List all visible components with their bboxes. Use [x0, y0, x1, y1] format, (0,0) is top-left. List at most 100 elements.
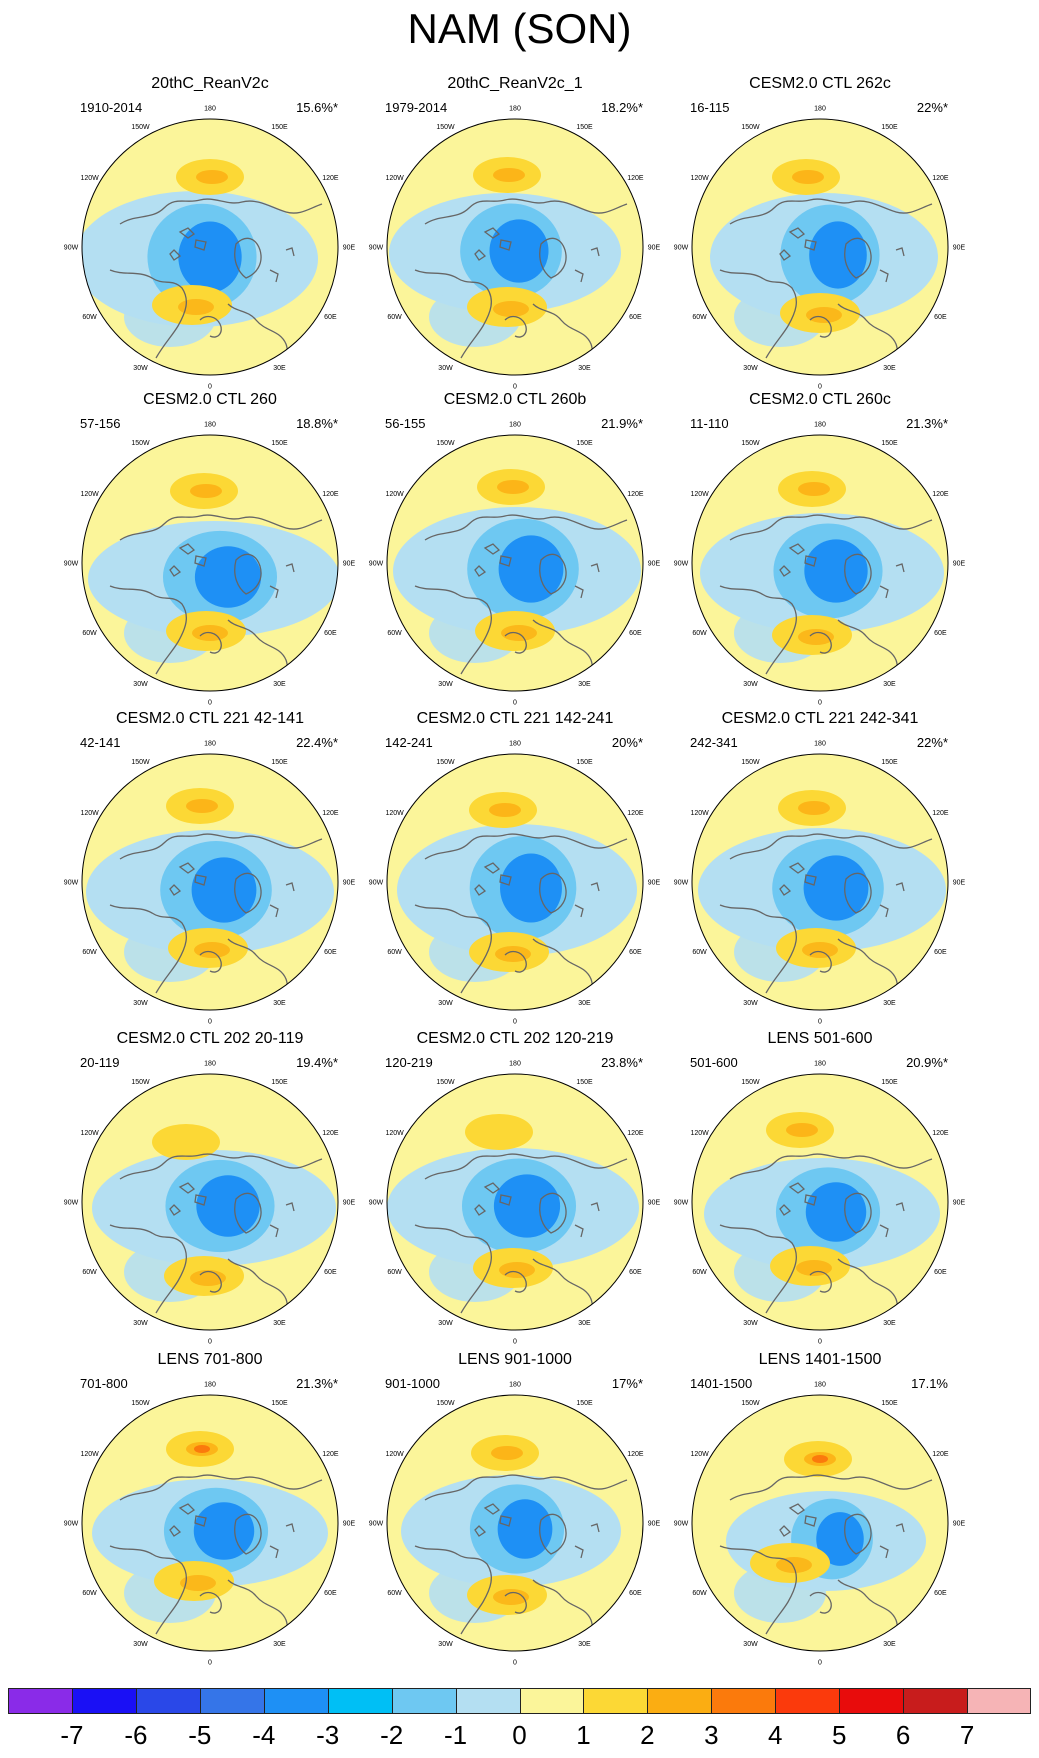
colorbar-swatch [135, 1688, 201, 1714]
colorbar-swatch [391, 1688, 457, 1714]
longitude-label: 180 [814, 741, 826, 748]
shading-field [692, 119, 948, 375]
longitude-label: 90W [369, 1200, 384, 1207]
colorbar-tick-label: -2 [380, 1720, 404, 1750]
longitude-label: 0 [818, 1019, 822, 1026]
longitude-label: 0 [818, 1339, 822, 1346]
longitude-label: 120E [932, 491, 949, 498]
longitude-label: 60W [82, 314, 97, 321]
longitude-label: 60E [934, 630, 947, 637]
panel-variance-percent: 18.8%* [296, 416, 338, 431]
longitude-label: 60E [324, 1269, 337, 1276]
panel-title: CESM2.0 CTL 221 42-141 [116, 710, 304, 727]
longitude-label: 150E [576, 1079, 593, 1086]
longitude-label: 150E [881, 440, 898, 447]
longitude-label: 120E [932, 810, 949, 817]
shading-field [387, 435, 643, 691]
longitude-label: 60W [387, 1269, 402, 1276]
longitude-label: 180 [509, 106, 521, 113]
colorbar-tick-label: 2 [640, 1720, 655, 1750]
panel-variance-percent: 20%* [611, 735, 643, 750]
map-panel: 180 150E 120E 90E 60E 30E 0 30W 60W 90W 120W 150W 20… [60, 74, 360, 391]
colorbar-swatch [71, 1688, 137, 1714]
longitude-label: 180 [509, 1061, 521, 1068]
longitude-label: 30W [133, 1000, 148, 1007]
longitude-label: 120E [627, 175, 644, 182]
longitude-label: 150W [436, 440, 455, 447]
map-panel: 180 150E 120E 90E 60E 30E 0 30W 60W 90W 120W 150W CE… [365, 709, 665, 1026]
longitude-label: 120W [690, 491, 709, 498]
longitude-label: 120E [322, 175, 339, 182]
longitude-label: 60W [82, 1590, 97, 1597]
longitude-label: 60W [692, 949, 707, 956]
polar-map: 180 150E 120E 90E 60E 30E 0 30W 60W 90W 120W 150W [64, 1061, 356, 1346]
panel-period: 701-800 [80, 1376, 128, 1391]
panel-title: CESM2.0 CTL 260c [749, 391, 891, 408]
longitude-label: 30E [883, 1320, 896, 1327]
panel-title: CESM2.0 CTL 202 20-119 [116, 1030, 304, 1047]
figure-title: NAM (SON) [407, 5, 632, 52]
panel-variance-percent: 21.3%* [296, 1376, 338, 1391]
longitude-label: 150W [741, 1400, 760, 1407]
longitude-label: 60E [934, 949, 947, 956]
panel-period: 1401-1500 [690, 1376, 753, 1391]
longitude-label: 120E [627, 1451, 644, 1458]
longitude-label: 30W [438, 1320, 453, 1327]
longitude-label: 150W [436, 124, 455, 131]
longitude-label: 90E [343, 245, 356, 252]
longitude-label: 120E [627, 1130, 644, 1137]
longitude-label: 30W [133, 1641, 148, 1648]
polar-map: 180 150E 120E 90E 60E 30E 0 30W 60W 90W 120W 150W [64, 741, 356, 1026]
colorbar-tick-label: -3 [316, 1720, 340, 1750]
panel-period: 16-115 [690, 100, 730, 115]
shading-field [692, 1074, 948, 1330]
longitude-label: 150W [131, 759, 150, 766]
longitude-label: 0 [208, 1019, 212, 1026]
longitude-label: 150E [576, 1400, 593, 1407]
colorbar-tick-label: -6 [124, 1720, 148, 1750]
shading-field [82, 435, 338, 691]
longitude-label: 150W [741, 440, 760, 447]
longitude-label: 30E [883, 681, 896, 688]
shading-field [82, 1395, 338, 1651]
longitude-label: 60W [82, 630, 97, 637]
longitude-label: 90E [953, 245, 966, 252]
colorbar-swatch [455, 1688, 520, 1714]
colorbar-swatch [775, 1688, 840, 1714]
longitude-label: 30E [578, 1000, 591, 1007]
panel-title: CESM2.0 CTL 260 [143, 391, 277, 408]
panel-title: LENS 501-600 [767, 1030, 873, 1047]
longitude-label: 180 [814, 106, 826, 113]
colorbar-tick-label: 0 [512, 1720, 527, 1750]
panel-period: 1910-2014 [80, 100, 143, 115]
longitude-label: 30W [743, 365, 758, 372]
longitude-label: 0 [513, 384, 517, 391]
longitude-label: 30E [883, 1000, 896, 1007]
longitude-label: 180 [509, 1382, 521, 1389]
panel-variance-percent: 21.3%* [906, 416, 948, 431]
longitude-label: 150W [741, 124, 760, 131]
longitude-label: 90E [953, 1200, 966, 1207]
longitude-label: 120W [690, 175, 709, 182]
longitude-label: 120W [80, 1451, 99, 1458]
longitude-label: 90W [64, 245, 79, 252]
colorbar-swatch [711, 1688, 776, 1714]
longitude-label: 90E [343, 1200, 356, 1207]
longitude-label: 120E [627, 810, 644, 817]
longitude-label: 30E [273, 365, 286, 372]
longitude-label: 120E [322, 491, 339, 498]
colorbar-swatch [583, 1688, 648, 1714]
panel-title: LENS 1401-1500 [758, 1351, 882, 1368]
longitude-label: 90W [369, 1521, 384, 1528]
longitude-label: 60E [324, 949, 337, 956]
longitude-label: 150E [576, 440, 593, 447]
colorbar-tick-label: 6 [895, 1720, 911, 1750]
longitude-label: 30E [578, 1320, 591, 1327]
polar-map: 180 150E 120E 90E 60E 30E 0 30W 60W 90W 120W 150W [674, 106, 966, 391]
polar-map: 180 150E 120E 90E 60E 30E 0 30W 60W 90W 120W 150W [64, 1382, 356, 1667]
longitude-label: 60E [629, 949, 642, 956]
longitude-label: 30E [578, 365, 591, 372]
panel-variance-percent: 17.1% [911, 1376, 948, 1391]
shading-field [387, 754, 643, 1010]
panel-period: 501-600 [690, 1055, 738, 1070]
